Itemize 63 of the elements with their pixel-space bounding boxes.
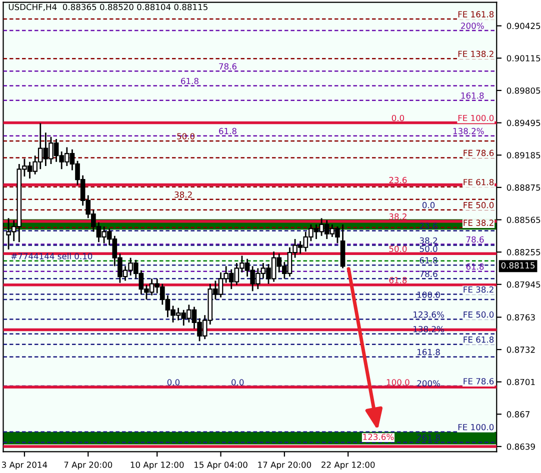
annotation: 161.8	[461, 92, 484, 99]
y-tick-label: 0.8701	[506, 378, 535, 386]
y-tick-label: 0.89805	[506, 87, 540, 94]
y-tick-label: 0.89495	[506, 120, 540, 126]
annotation: 61.8	[219, 128, 236, 134]
annotation: 38.2	[389, 213, 406, 220]
y-tick-label: 0.89185	[506, 152, 540, 158]
annotation: 100.0	[386, 379, 410, 386]
x-tick-label: 17 Apr 20:00	[258, 462, 312, 470]
annotation: 78.6	[420, 270, 438, 278]
annotation: 0.0	[232, 379, 244, 386]
annotation: 161.8	[418, 348, 440, 356]
x-tick-label: 7 Apr 20:00	[64, 462, 112, 470]
annotation: 261.8	[417, 434, 440, 441]
y-tick-label: 0.90425	[506, 22, 540, 30]
annotation: 78.6	[219, 63, 236, 70]
ref-line-label: FE 100.0	[458, 424, 494, 430]
y-tick-label: 0.8763	[506, 314, 535, 321]
annotation: 23.6	[389, 176, 407, 184]
ref-line-label: FE 78.6	[464, 150, 494, 156]
y-tick-label: 0.867	[506, 411, 530, 418]
x-tick-label: 22 Apr 12:00	[322, 462, 375, 470]
annotation: 100.0	[418, 292, 440, 298]
text: 0.88115	[501, 262, 535, 269]
ref-line-label: FE 100.0	[458, 114, 494, 122]
annotation: 0.0	[422, 202, 435, 208]
annotation: 138.2%	[453, 128, 484, 134]
y-tick-label: 0.87945	[506, 281, 540, 288]
y-tick-label: 0.90115	[506, 55, 540, 62]
annotation: 50.0	[389, 246, 407, 252]
annotation: 200%	[461, 22, 484, 29]
annotation: 78.6	[466, 236, 484, 243]
y-tick-label: 0.88875	[506, 184, 540, 191]
annotation: 123.6%	[363, 434, 394, 440]
chart-title: USDCHF,H4 0.88365 0.88520 0.88104 0.88115	[8, 4, 208, 12]
annotation: 61.8	[181, 78, 198, 84]
x-tick-label: 3 Apr 2014	[2, 462, 48, 470]
annotation: 50.0	[420, 246, 438, 252]
annotation: 123.6%	[414, 311, 444, 318]
annotation: 61.8	[466, 263, 484, 270]
annotation: 200%	[417, 380, 440, 387]
ref-line-label: FE 61.8	[464, 178, 494, 186]
ref-line-label: FE 61.8	[464, 336, 494, 343]
y-tick-label: 0.8639	[506, 443, 535, 450]
annotation: 61.8	[420, 257, 438, 264]
annotation: 23.6	[420, 222, 438, 230]
ref-line-label: FE 50.0	[464, 202, 494, 208]
ref-line-label: FE 50.0	[464, 311, 494, 318]
annotation: 38.2	[174, 191, 192, 198]
y-tick-label: 0.88565	[506, 216, 540, 224]
x-tick-label: 10 Apr 12:00	[130, 462, 184, 470]
ref-line-label: FE 38.2	[464, 220, 494, 226]
annotation: 0.0	[392, 114, 404, 122]
ref-line-label: FE 38.2	[464, 286, 494, 293]
annotation: 61.8	[389, 276, 407, 284]
x-tick-label: 15 Apr 04:00	[194, 462, 248, 470]
ref-line-label: FE 78.6	[464, 378, 494, 384]
y-tick-label: 0.8732	[506, 346, 535, 353]
annotation: 0.0	[167, 379, 180, 386]
y-tick-label: 0.88255	[506, 249, 540, 256]
ref-line-label: FE 138.2	[458, 50, 494, 58]
ref-line-label: FE 161.8	[458, 11, 494, 18]
annotation: 38.2	[420, 237, 437, 244]
